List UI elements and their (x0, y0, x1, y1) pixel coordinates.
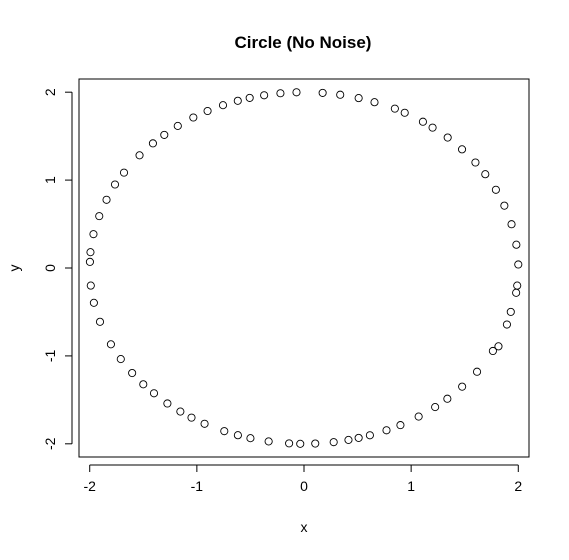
data-point (102, 195, 111, 204)
data-point (443, 133, 452, 142)
data-point (365, 431, 374, 440)
data-point (187, 413, 196, 422)
plot-frame (78, 78, 530, 458)
x-tick-label: 2 (514, 478, 522, 494)
data-point (457, 145, 467, 154)
y-tick-label: 2 (42, 88, 58, 96)
data-point (491, 185, 500, 194)
y-tick-label: -2 (42, 437, 58, 450)
data-point (86, 248, 95, 257)
data-point (106, 340, 115, 349)
data-point (285, 439, 294, 448)
data-point (189, 113, 198, 122)
data-point (86, 281, 95, 290)
data-point (512, 240, 521, 249)
data-point (443, 394, 452, 403)
data-point (428, 123, 437, 132)
data-point (318, 88, 327, 97)
data-point (264, 437, 273, 446)
data-point (500, 201, 509, 210)
data-point (95, 212, 104, 221)
data-point (89, 230, 98, 239)
data-point (400, 108, 409, 117)
data-point (471, 158, 480, 167)
data-point (512, 288, 521, 297)
data-point (200, 419, 209, 428)
x-axis-label: x (301, 519, 308, 535)
y-axis-label: y (6, 265, 22, 272)
data-point (458, 382, 467, 391)
data-point (203, 106, 212, 116)
y-axis: -2 -1 0 1 2 (42, 88, 73, 450)
data-point (160, 130, 169, 139)
data-point (354, 94, 363, 103)
data-point (246, 434, 255, 443)
data-point (176, 407, 185, 416)
data-point (344, 435, 353, 444)
data-point (431, 403, 440, 412)
data-point (414, 412, 423, 421)
data-point (128, 368, 137, 378)
data-point (149, 389, 159, 398)
data-point (396, 421, 405, 430)
data-point (163, 399, 172, 408)
data-point (85, 257, 94, 266)
y-tick-label: -1 (42, 349, 58, 362)
data-point (494, 342, 503, 351)
data-point (370, 98, 379, 107)
data-point (276, 89, 285, 98)
data-point (506, 307, 515, 316)
data-point (296, 439, 305, 448)
data-point (390, 104, 399, 113)
data-points (85, 88, 523, 448)
y-tick-label: 1 (42, 176, 58, 184)
data-point (418, 117, 427, 126)
data-point (218, 101, 228, 110)
data-point (336, 90, 345, 99)
x-tick-label: -2 (83, 478, 96, 494)
x-tick-label: 1 (407, 478, 415, 494)
data-point (245, 93, 254, 102)
data-point (513, 281, 522, 290)
data-point (89, 298, 98, 307)
data-point (354, 433, 363, 442)
data-point (233, 431, 242, 440)
data-point (95, 317, 105, 326)
data-point (514, 260, 523, 269)
y-tick-label: 0 (42, 264, 58, 272)
data-point (173, 121, 182, 130)
data-point (329, 438, 338, 447)
chart-title: Circle (No Noise) (235, 33, 372, 52)
data-point (488, 346, 497, 356)
x-axis: -2 -1 0 1 2 (83, 464, 522, 494)
data-point (507, 220, 516, 229)
data-point (110, 180, 120, 189)
x-tick-label: 0 (300, 478, 308, 494)
data-point (116, 355, 125, 364)
data-point (139, 380, 148, 389)
data-point (382, 426, 391, 435)
data-point (502, 320, 511, 329)
data-point (292, 88, 301, 97)
x-tick-label: -1 (191, 478, 204, 494)
data-point (481, 170, 490, 179)
data-point (148, 139, 157, 148)
data-point (119, 168, 129, 177)
data-point (311, 439, 320, 448)
data-point (233, 96, 242, 105)
data-point (135, 151, 144, 160)
data-point (220, 427, 229, 436)
data-point (260, 91, 269, 100)
data-point (472, 367, 482, 376)
